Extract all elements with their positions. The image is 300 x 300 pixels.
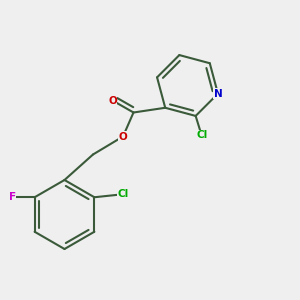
Text: O: O <box>118 131 127 142</box>
Text: Cl: Cl <box>117 189 128 199</box>
Text: N: N <box>214 89 222 99</box>
Text: F: F <box>9 192 16 202</box>
Text: O: O <box>108 95 117 106</box>
Text: Cl: Cl <box>196 130 207 140</box>
